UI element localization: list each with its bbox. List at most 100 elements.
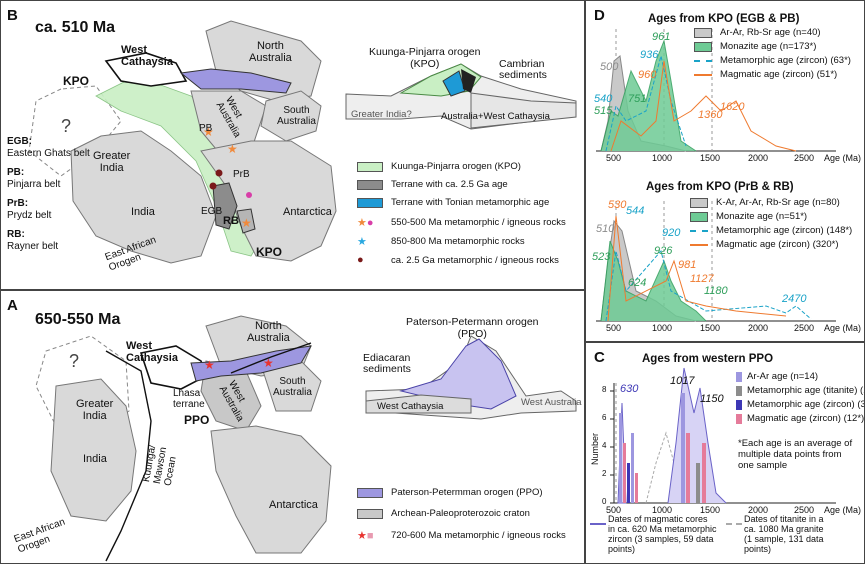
a-ocean-label: Kuunga/ Mawson Ocean: [141, 444, 179, 487]
d-top-title: Ages from KPO (EGB & PB): [648, 13, 800, 25]
c-title: Ages from western PPO: [642, 353, 774, 365]
d-top-tick: 2500: [794, 153, 815, 163]
circle-icon: ●: [357, 254, 364, 266]
c-note: *Each age is an average of multiple data…: [738, 438, 853, 471]
d-top-tick: Age (Ma): [824, 153, 862, 163]
svg-text:★: ★: [263, 356, 274, 370]
a-north-australia-label: North Australia: [247, 320, 290, 344]
legend-swatch: [690, 211, 708, 222]
a-ppo-label: PPO: [184, 413, 210, 427]
a-section-west-cathaysia: West Cathaysia: [377, 401, 444, 412]
abbrev-item: EGB: Eastern Ghats belt: [7, 136, 90, 159]
c-ytick: 2: [602, 469, 607, 478]
a-section-title: Paterson-Petermann orogen (PPO): [406, 316, 539, 340]
d-top-peak-label: 540: [594, 93, 613, 105]
b-greater-india-label: Greater India: [93, 150, 131, 174]
panel-a-label: A: [7, 297, 18, 314]
legend-swatch: [357, 197, 383, 208]
d-bottom-peak-label: 510: [596, 223, 615, 235]
panel-c: C Ages from western PPO Number 0 2 4 6 8…: [585, 342, 865, 564]
c-ytick: 4: [602, 441, 607, 450]
a-section-ediacaran: Ediacaran sediments: [363, 352, 411, 376]
b-legend-item: Terrane with Tonian metamorphic age: [357, 197, 549, 208]
d-top-peak-label: 936: [640, 49, 659, 61]
d-bottom-peak-label: 1127: [690, 273, 714, 285]
panel-b-title: ca. 510 Ma: [35, 19, 116, 36]
c-ytick: 6: [602, 413, 607, 422]
d-bottom-tick: Age (Ma): [824, 323, 862, 333]
c-xtick: 500: [606, 505, 622, 515]
legend-swatch: [694, 41, 712, 52]
legend-swatch: [357, 161, 383, 172]
d-top-peak-label: 960: [638, 69, 657, 81]
c-peak-label: 1150: [700, 393, 724, 405]
c-legend-item: Metamorphic age (zircon) (3*): [736, 399, 864, 410]
d-top-peak-label: 500: [600, 61, 619, 73]
legend-swatch: [357, 508, 383, 519]
svg-text:★: ★: [241, 216, 252, 230]
d-top-legend-item: Magmatic age (zircon) (51*): [694, 69, 837, 80]
legend-swatch: [736, 371, 742, 382]
panel-d-plots: [596, 29, 836, 322]
svg-text:★: ★: [203, 125, 214, 139]
b-rb-label: RB: [223, 215, 239, 227]
b-antarctica-label: Antarctica: [283, 206, 332, 218]
d-top-peak-label: 1360: [698, 109, 723, 121]
abbrev-item: PB: Pinjarra belt: [7, 167, 61, 190]
b-north-australia-label: North Australia: [249, 40, 292, 64]
d-bottom-legend-item: Metamorphic age (zircon) (148*): [690, 225, 852, 236]
b-prb-label: PrB: [233, 169, 250, 180]
d-top-tick: 1500: [700, 153, 721, 163]
panel-a-map: ★ ★: [35, 315, 577, 562]
a-antarctica-label: Antarctica: [269, 499, 318, 511]
d-top-tick: 1000: [652, 153, 673, 163]
d-bottom-peak-label: 530: [608, 199, 627, 211]
d-bottom-peak-label: 544: [626, 205, 645, 217]
abbrev-item: PrB: Prydz belt: [7, 198, 52, 221]
c-footer-left: Dates of magmatic cores in ca. 620 Ma me…: [608, 514, 717, 554]
legend-swatch: [357, 487, 383, 498]
c-footer-right: Dates of titanite in a ca. 1080 Ma grani…: [744, 514, 824, 554]
star-icon: ★: [357, 236, 367, 248]
d-bottom-legend-item: Magmatic age (zircon) (320*): [690, 239, 839, 250]
line-icon: [690, 243, 708, 246]
c-legend-item: Magmatic age (zircon) (12*): [736, 413, 864, 424]
a-legend-item: Archean-Paleoproterozoic craton: [357, 508, 530, 519]
c-legend-item: Ar-Ar age (n=14): [736, 371, 818, 382]
a-lhasa-label: Lhasa terrane: [173, 388, 205, 410]
b-legend-item: ★ 850-800 Ma metamorphic rocks: [357, 236, 525, 248]
legend-swatch: [690, 197, 708, 208]
b-kpo-left-label: KPO: [63, 74, 90, 88]
a-legend-item: Paterson-Petermman orogen (PPO): [357, 487, 543, 498]
b-west-cathaysia-label: West Cathaysia: [121, 44, 173, 68]
legend-swatch: [357, 179, 383, 190]
d-top-legend-item: Metamorphic age (zircon) (63*): [694, 55, 851, 66]
b-section-australia: Australia+West Cathaysia: [441, 111, 550, 122]
d-bottom-peak-label: 2470: [782, 293, 807, 305]
d-top-legend-item: Ar-Ar, Rb-Sr age (n=40): [694, 27, 821, 38]
b-legend-item: Terrane with ca. 2.5 Ga age: [357, 179, 508, 190]
dashed-line-icon: [694, 59, 712, 62]
a-south-australia-label: South Australia: [273, 376, 312, 398]
line-icon: [694, 73, 712, 76]
d-top-peak-label: 515: [594, 105, 613, 117]
b-south-australia-label: South Australia: [277, 105, 316, 127]
c-legend-item: Metamorphic age (titanite) (1*): [736, 385, 864, 396]
b-section-cambrian: Cambrian sediments: [499, 58, 547, 82]
b-india-label: India: [131, 206, 155, 218]
panel-c-label: C: [594, 349, 605, 366]
legend-swatch: [694, 27, 712, 38]
a-legend-item: ★■ 720-600 Ma metamorphic / igneous rocks: [357, 530, 566, 542]
d-bottom-title: Ages from KPO (PrB & RB): [646, 181, 794, 193]
a-india-label: India: [83, 453, 107, 465]
dashed-line-icon: [726, 523, 742, 525]
b-legend-item: ★● 550-500 Ma metamorphic / igneous rocks: [357, 217, 566, 229]
d-bottom-tick: 1000: [652, 323, 673, 333]
d-top-peak-label: 1620: [720, 101, 745, 113]
b-section-title: Kuunga-Pinjarra orogen (KPO): [369, 46, 481, 70]
b-question-label: ?: [61, 116, 72, 136]
d-bottom-tick: 2500: [794, 323, 815, 333]
panel-b-label: B: [7, 7, 18, 24]
panel-d: D Ages from KPO (EGB & PB) Ages from KPO…: [585, 0, 865, 342]
d-bottom-tick: 2000: [748, 323, 769, 333]
